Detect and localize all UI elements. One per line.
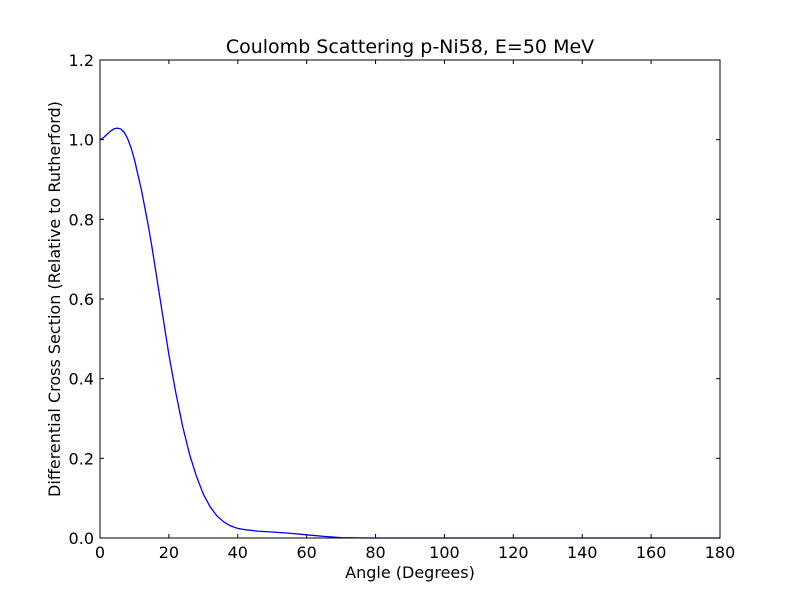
x-tick-label: 100 [429, 543, 460, 562]
series-line [99, 127, 720, 539]
x-tick-label: 80 [365, 543, 385, 562]
x-tick-label: 180 [705, 543, 736, 562]
x-axis-label: Angle (Degrees) [345, 563, 475, 582]
plot-area [99, 127, 720, 539]
plot-frame [99, 59, 721, 539]
y-tick-label: 0.8 [69, 210, 94, 229]
axis-tick-labels: 0 20 40 60 80 100 120 140 160 180 0.0 0.2 0.4 0.6 0.8 1… [69, 51, 736, 562]
x-tick-label: 60 [296, 543, 316, 562]
x-tick-label: 160 [636, 543, 667, 562]
y-axis-label: Differential Cross Section (Relative to … [45, 101, 64, 497]
x-tick-label: 20 [159, 543, 179, 562]
axis-ticks [99, 59, 721, 539]
y-tick-label: 0.4 [69, 370, 94, 389]
x-tick-label: 120 [498, 543, 529, 562]
x-tick-label: 140 [567, 543, 598, 562]
y-tick-label: 1.2 [69, 51, 94, 70]
y-tick-label: 0.0 [69, 529, 94, 548]
x-tick-label: 40 [228, 543, 248, 562]
y-tick-label: 0.2 [69, 449, 94, 468]
x-tick-label: 0 [95, 543, 105, 562]
chart-title: Coulomb Scattering p-Ni58, E=50 MeV [226, 36, 594, 58]
y-tick-label: 1.0 [69, 131, 94, 150]
y-tick-label: 0.6 [69, 290, 94, 309]
